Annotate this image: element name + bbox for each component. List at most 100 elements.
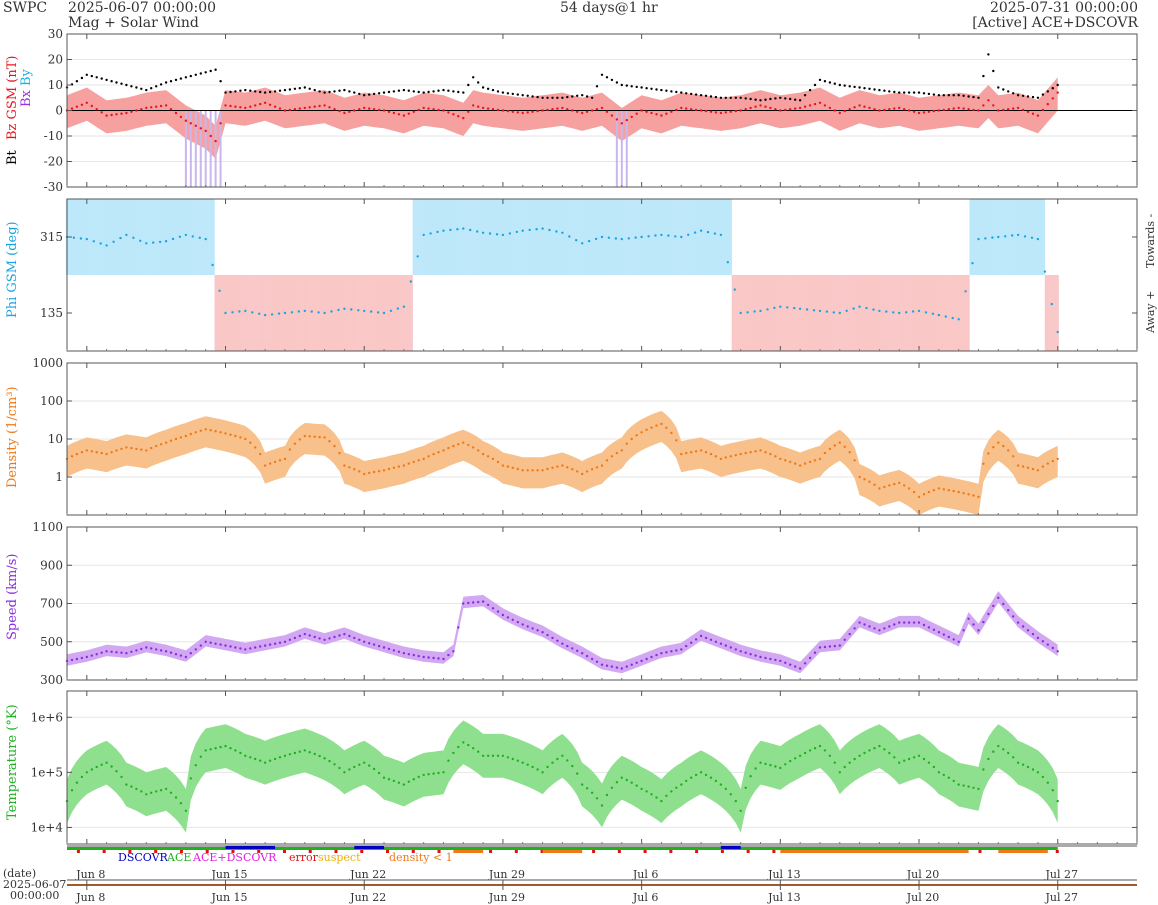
error-flag-mark <box>411 850 415 853</box>
temperature-point <box>199 755 202 758</box>
bz-point <box>858 104 861 107</box>
source-label: [Active] ACE+DSCOVR <box>972 15 1138 31</box>
speed-point <box>912 621 916 624</box>
error-flag-mark <box>772 850 776 853</box>
density-point <box>531 469 534 472</box>
bt-point <box>952 94 955 97</box>
speed-point <box>803 662 807 665</box>
bz-point <box>947 108 950 111</box>
phi-point <box>72 236 76 239</box>
bz-point <box>556 107 559 110</box>
error-flag-mark <box>257 850 261 853</box>
bz-point <box>620 122 623 125</box>
speed-point <box>234 646 237 649</box>
bz-point <box>922 111 926 114</box>
temperature-point <box>759 761 762 764</box>
density-point <box>917 495 921 499</box>
bz-point <box>863 105 866 108</box>
error-flag-mark <box>334 850 338 853</box>
bz-point <box>531 110 534 114</box>
speed-point <box>600 663 604 666</box>
speed-point <box>714 640 718 643</box>
phi-point <box>660 233 663 237</box>
temperature-point <box>581 783 584 786</box>
bz-point <box>184 119 188 122</box>
temperature-point <box>348 768 351 771</box>
density-y-tick-label: 100 <box>40 394 63 408</box>
temperature-point <box>1036 771 1040 774</box>
speed-point <box>605 664 609 667</box>
bz-point <box>457 115 460 118</box>
density-point <box>164 441 168 444</box>
bt-point <box>1012 92 1015 95</box>
bt-point <box>675 90 678 94</box>
phi-point <box>343 307 346 310</box>
density-point <box>293 442 297 445</box>
bt-point <box>739 96 742 100</box>
bt-point <box>556 96 559 100</box>
speed-point <box>843 638 846 641</box>
ace-source-bar <box>67 847 1058 850</box>
speed-point <box>1051 646 1055 650</box>
bz-point <box>353 109 356 112</box>
temperature-point <box>600 804 604 807</box>
temperature-point <box>244 754 247 757</box>
bt-point <box>784 97 787 100</box>
density-point <box>358 470 361 473</box>
speed-point <box>630 663 633 666</box>
status-legend-2: ACE+DSCOVR <box>192 851 277 864</box>
bz-point <box>764 105 767 108</box>
density-point <box>214 430 217 433</box>
bz-point <box>328 106 331 109</box>
speed-point <box>1026 629 1030 632</box>
error-flag-mark <box>282 850 286 853</box>
bt-point <box>907 91 911 94</box>
speed-point <box>219 643 222 646</box>
speed-point <box>457 626 460 629</box>
temperature-point <box>660 799 663 803</box>
speed-point <box>496 610 500 613</box>
density-point <box>174 437 178 441</box>
bz-point <box>972 108 975 112</box>
temperature-point <box>992 750 995 753</box>
density-point <box>372 470 376 474</box>
bt-point <box>680 91 683 94</box>
bt-point <box>917 91 921 94</box>
bt-point <box>893 90 896 94</box>
speed-point <box>903 621 906 624</box>
temperature-point <box>947 776 950 779</box>
speed-point <box>898 621 901 624</box>
phi-point <box>753 310 756 313</box>
bt-point <box>462 91 465 94</box>
error-flag-mark <box>437 850 441 853</box>
speed-point <box>402 652 406 655</box>
bt-point <box>85 73 89 77</box>
density-point <box>159 443 163 446</box>
speed-point <box>848 632 851 636</box>
bt-point <box>833 82 836 85</box>
speed-point <box>249 647 252 650</box>
date-axis-label: Jun 15 <box>210 891 247 904</box>
bt-point <box>1046 90 1050 93</box>
bz-point <box>625 118 628 122</box>
temperature-point <box>115 770 118 773</box>
speed-point <box>1046 643 1050 646</box>
date-axis-label: Jul 27 <box>1044 891 1078 904</box>
density-point <box>303 434 306 438</box>
bz-point <box>472 104 475 107</box>
bz-point <box>838 111 841 115</box>
phi-point <box>508 232 512 235</box>
bt-point <box>313 88 316 92</box>
temperature-point <box>709 776 713 779</box>
speed-point <box>427 656 430 659</box>
bt-point <box>600 73 604 77</box>
bt-point <box>1007 90 1010 93</box>
speed-point <box>675 649 678 652</box>
bt-point <box>729 96 732 100</box>
phi-y-tick-label: 315 <box>40 230 63 244</box>
bz-point <box>1036 114 1040 117</box>
temperature-point <box>100 763 103 766</box>
temperature-point <box>496 754 500 757</box>
temperature-point <box>888 751 891 755</box>
bt-point <box>744 97 747 100</box>
